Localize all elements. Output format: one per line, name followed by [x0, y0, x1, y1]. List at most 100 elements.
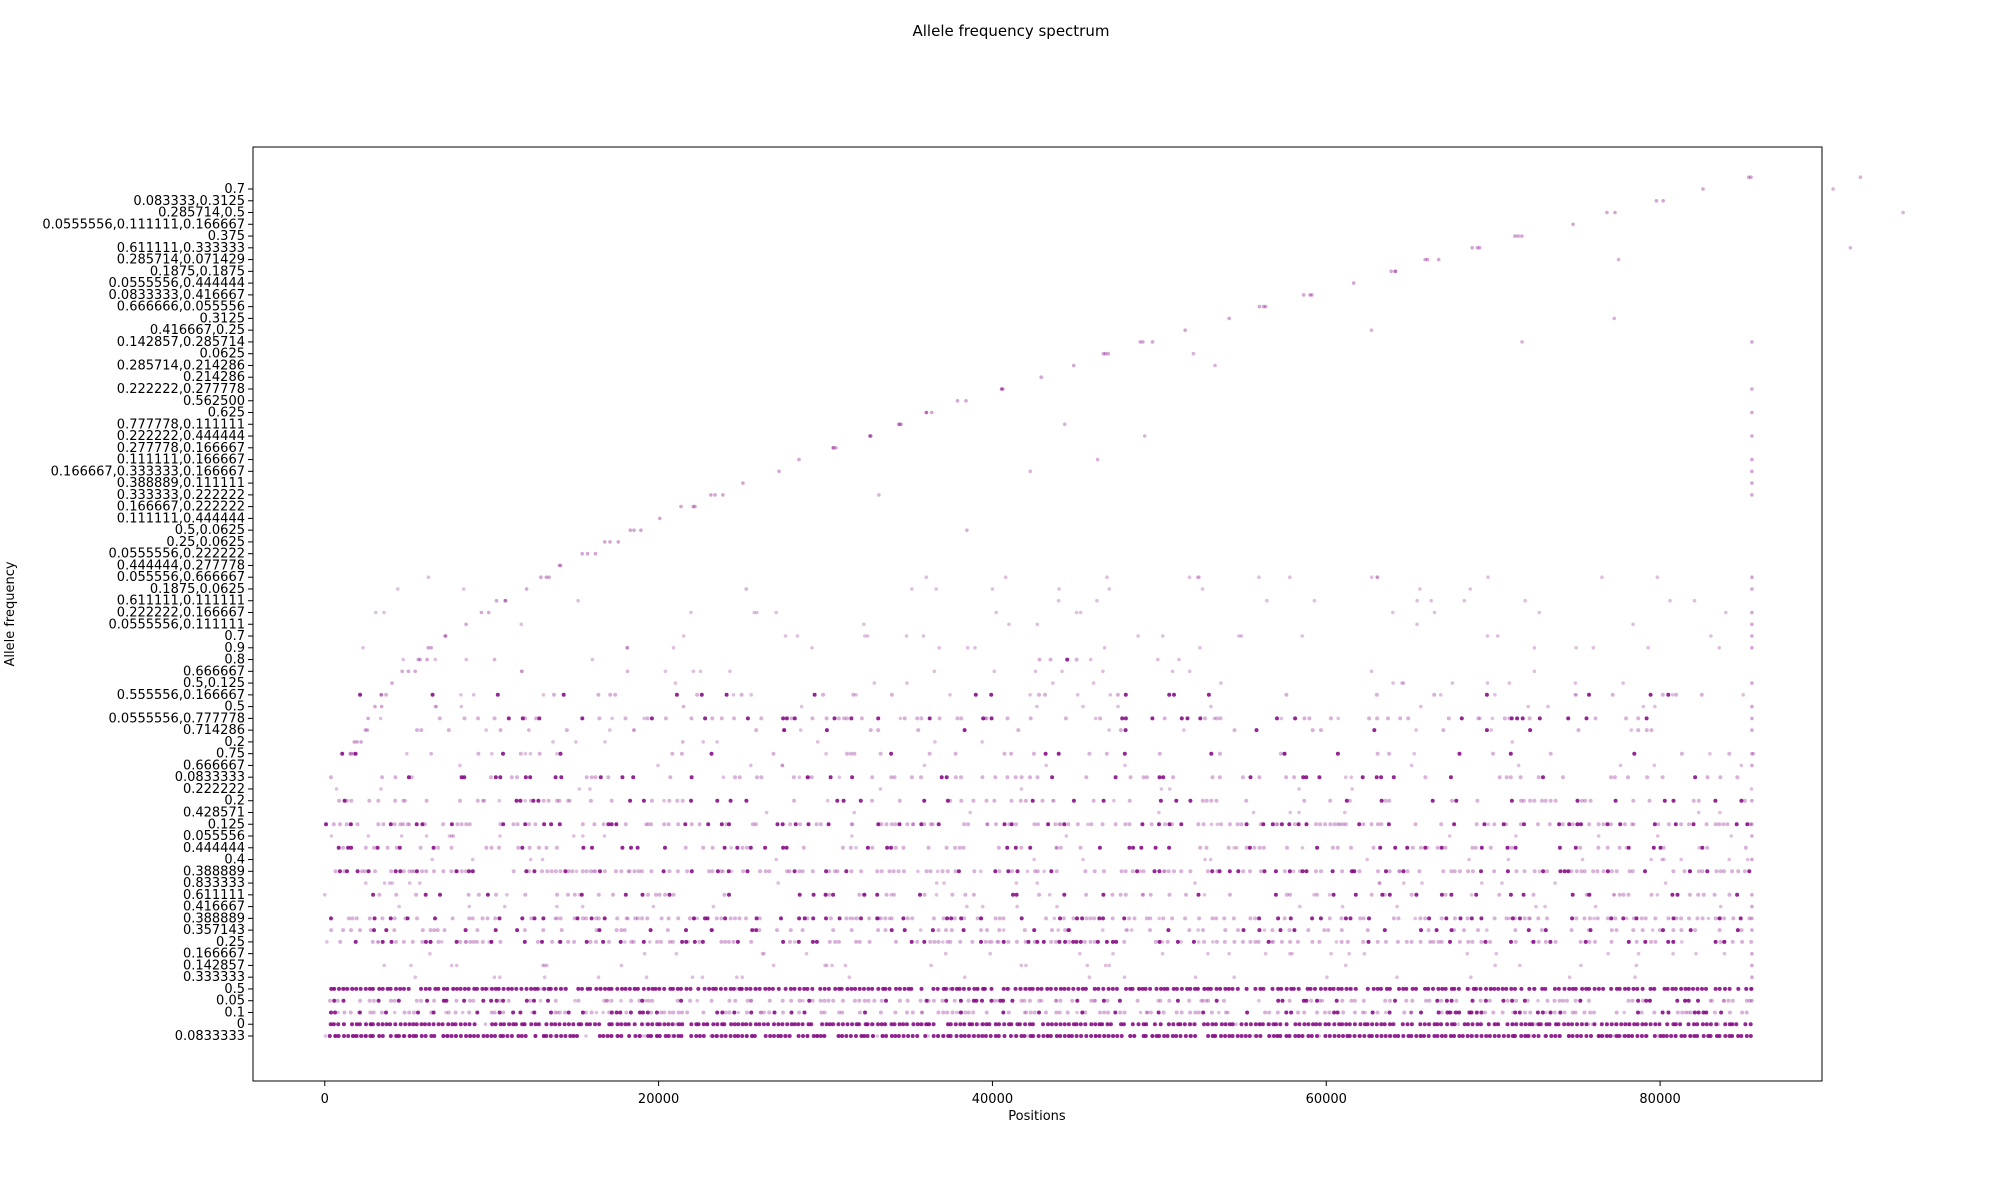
data-point [768, 1034, 773, 1038]
data-point [811, 1034, 816, 1038]
data-point [792, 869, 797, 874]
data-point [348, 1010, 353, 1015]
data-point [849, 716, 854, 721]
data-point [1214, 986, 1219, 991]
data-point [545, 869, 550, 874]
data-point [627, 1034, 632, 1038]
data-point [527, 728, 531, 732]
data-point [357, 1010, 362, 1015]
data-point [598, 986, 603, 991]
data-point [995, 940, 999, 944]
data-point [736, 1022, 741, 1027]
data-point [524, 998, 529, 1003]
data-point [814, 939, 819, 944]
data-point [1465, 986, 1470, 991]
data-point [1641, 998, 1646, 1003]
data-point [985, 822, 990, 827]
data-point [1067, 928, 1072, 932]
data-point [897, 998, 902, 1003]
data-point [1349, 845, 1353, 850]
data-point [334, 787, 339, 791]
data-point [1028, 693, 1032, 697]
data-point [429, 751, 434, 756]
data-point [953, 775, 958, 780]
data-point [1092, 998, 1097, 1003]
data-point [1717, 822, 1722, 827]
data-point [341, 986, 346, 991]
data-point [1248, 869, 1252, 874]
data-point [762, 951, 766, 956]
data-point [1222, 939, 1227, 944]
data-point [1091, 681, 1096, 685]
data-point [1609, 939, 1614, 944]
data-point [1022, 998, 1027, 1003]
data-point [1687, 916, 1691, 921]
data-point [689, 610, 693, 615]
data-point [501, 822, 506, 827]
data-point [744, 1022, 749, 1027]
data-point [1584, 716, 1589, 721]
data-point [1292, 822, 1297, 827]
data-point [1157, 822, 1161, 827]
data-point [579, 892, 584, 897]
data-point [887, 986, 892, 991]
data-point [580, 904, 585, 909]
data-point [1339, 916, 1344, 921]
data-point [377, 892, 382, 897]
data-point [1536, 916, 1541, 921]
data-point [349, 751, 354, 756]
data-point [1709, 634, 1713, 638]
data-point [1345, 939, 1350, 944]
data-point [970, 1034, 974, 1038]
data-point [824, 716, 829, 721]
data-point [1744, 1010, 1749, 1015]
data-point [698, 669, 703, 674]
data-point [983, 1034, 988, 1038]
data-point [1617, 845, 1622, 850]
data-point [1479, 1034, 1484, 1038]
data-point [1474, 822, 1479, 827]
data-point [555, 751, 559, 756]
data-point [1485, 928, 1489, 932]
y-tick-label: 0.05 [216, 994, 245, 1009]
data-point [1188, 986, 1193, 991]
data-point [1066, 928, 1071, 933]
data-point [1686, 998, 1691, 1003]
data-point [1448, 1034, 1453, 1038]
data-point [1485, 634, 1490, 638]
data-point [1426, 986, 1431, 991]
data-point [1730, 998, 1735, 1003]
data-point [1501, 822, 1506, 827]
data-point [382, 610, 386, 615]
data-point [1105, 998, 1110, 1003]
data-point [480, 916, 485, 921]
data-point [447, 1034, 451, 1038]
data-point [1409, 1022, 1414, 1027]
data-point [789, 716, 794, 721]
data-point [450, 916, 455, 921]
data-point [1713, 798, 1718, 803]
data-point [584, 916, 589, 921]
data-point [1736, 869, 1741, 874]
data-point [441, 986, 446, 991]
data-point [1125, 928, 1130, 932]
data-point [440, 1022, 445, 1027]
data-point [1684, 998, 1688, 1003]
data-point [641, 986, 646, 991]
data-point [402, 1010, 407, 1015]
data-point [1213, 1034, 1218, 1038]
data-point [1661, 199, 1665, 203]
data-point [1075, 1010, 1079, 1015]
data-point [1494, 951, 1499, 956]
data-point [737, 916, 742, 921]
data-point [1691, 986, 1695, 991]
y-tick-label: 0.611111,0.333333 [117, 241, 245, 256]
data-point [331, 1022, 336, 1027]
data-point [541, 798, 546, 803]
y-tick-label: 0.333333 [183, 970, 245, 985]
data-point [1466, 939, 1471, 944]
data-point [593, 1022, 597, 1027]
data-point [462, 998, 467, 1003]
data-point [955, 399, 960, 403]
data-point [345, 986, 350, 991]
